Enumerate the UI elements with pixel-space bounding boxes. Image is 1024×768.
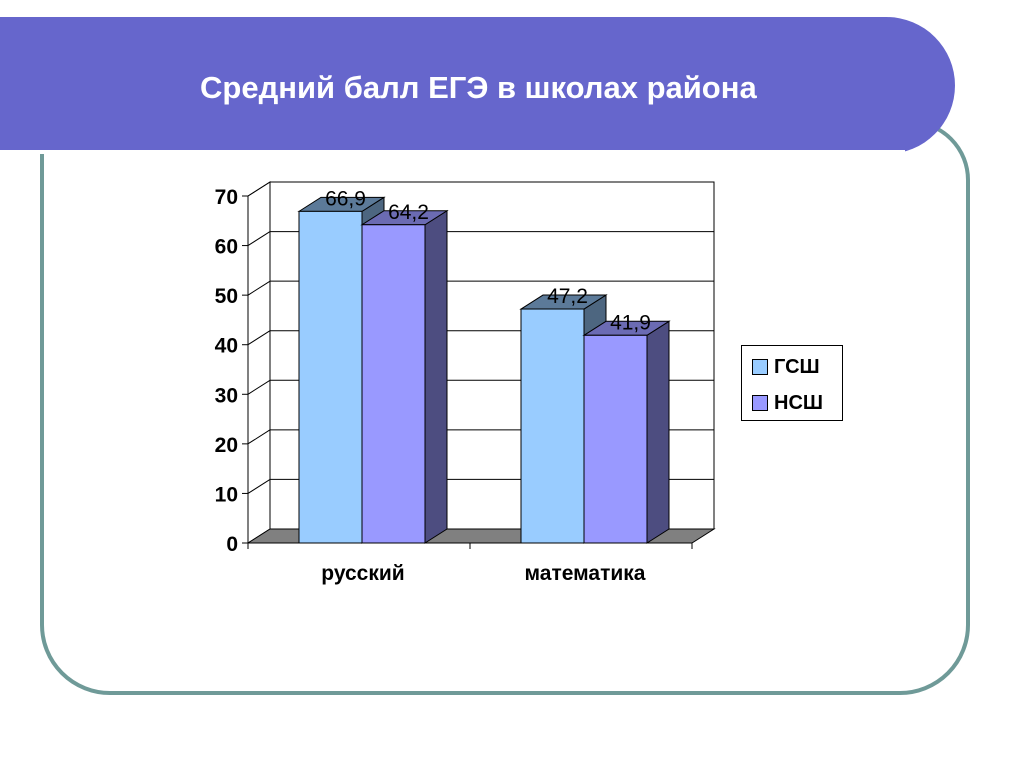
- y-tick-label: 50: [215, 285, 238, 308]
- y-tick-label: 40: [215, 335, 238, 358]
- gridline-side: [247, 379, 271, 395]
- data-label: 41,9: [610, 311, 651, 334]
- y-tick-label: 30: [215, 384, 238, 407]
- y-axis: 0 10 20 30 40 50 60 70: [215, 186, 249, 556]
- gridline-side: [247, 280, 271, 296]
- bar-side: [424, 209, 448, 544]
- data-label: 66,9: [325, 187, 366, 210]
- legend-item-gsh: ГСШ: [752, 356, 820, 378]
- gridline-side: [247, 429, 271, 445]
- title-rule: [0, 150, 905, 154]
- x-tick-label: математика: [525, 562, 646, 585]
- slide-title: Средний балл ЕГЭ в школах района: [200, 70, 757, 105]
- gridline-side: [247, 231, 271, 246]
- x-axis: русский математика: [247, 542, 693, 585]
- x-tick-label: русский: [321, 562, 404, 585]
- bar: [361, 224, 426, 544]
- chart-legend: ГСШ НСШ: [741, 345, 843, 421]
- data-labels: 66,9 64,2 47,2 41,9: [325, 187, 651, 334]
- bar-side: [646, 320, 670, 544]
- side-wall: [247, 181, 271, 544]
- y-tick-label: 0: [226, 533, 238, 556]
- bar: [298, 210, 363, 544]
- data-label: 47,2: [547, 285, 588, 308]
- legend-label-nsh: НСШ: [774, 391, 823, 414]
- gridline-side: [247, 181, 271, 197]
- y-tick-label: 20: [215, 434, 238, 457]
- y-tick-label: 10: [215, 483, 238, 506]
- data-label: 64,2: [388, 201, 429, 224]
- bar: [583, 334, 648, 544]
- legend-swatch-nsh: [752, 395, 768, 411]
- y-tick-label: 70: [215, 186, 238, 209]
- legend-item-nsh: НСШ: [752, 392, 823, 414]
- legend-label-gsh: ГСШ: [774, 355, 820, 378]
- y-tick-label: 60: [215, 236, 238, 259]
- chart-bars: [297, 196, 671, 544]
- bar: [520, 308, 585, 544]
- title-band: [0, 17, 955, 154]
- gridline-side: [247, 479, 271, 494]
- legend-swatch-gsh: [752, 359, 768, 375]
- gridline-side: [247, 330, 271, 346]
